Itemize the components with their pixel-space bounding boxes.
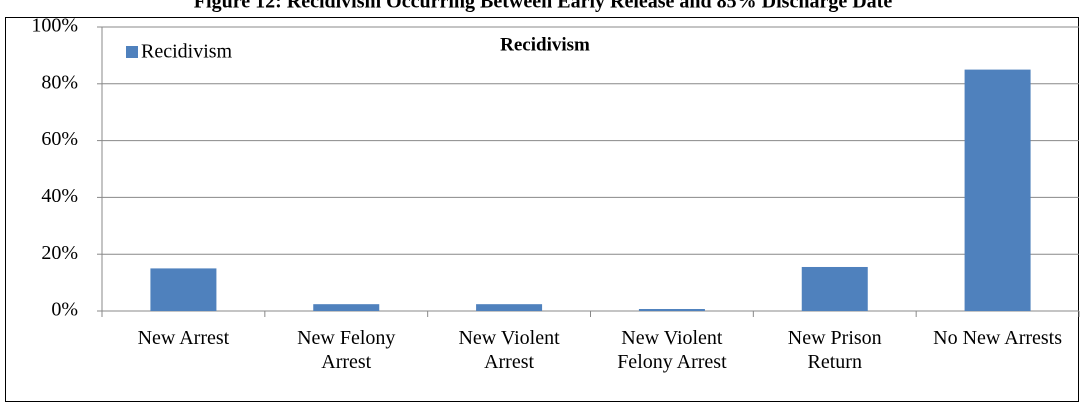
- figure-caption: Figure 12: Recidivism Occurring Between …: [194, 0, 893, 13]
- x-tick-label: New Violent Felony Arrest: [617, 327, 727, 373]
- x-tick-label: No New Arrests: [933, 327, 1063, 349]
- bar: [638, 309, 705, 311]
- legend-label: Recidivism: [141, 41, 233, 63]
- bar: [313, 304, 380, 311]
- y-tick-label: 80%: [41, 71, 78, 93]
- chart-title: Recidivism: [500, 34, 590, 55]
- x-tick-label: New Violent Arrest: [458, 327, 560, 373]
- bar: [964, 69, 1031, 311]
- y-tick-label: 60%: [41, 128, 78, 150]
- y-tick-label: 40%: [41, 185, 78, 207]
- y-tick-label: 0%: [51, 299, 78, 321]
- x-tick-label: New Prison Return: [787, 327, 882, 373]
- legend-swatch: [126, 46, 138, 58]
- bar: [476, 304, 543, 311]
- bar: [150, 268, 217, 311]
- x-tick-label: New Felony Arrest: [297, 327, 396, 373]
- y-tick-label: 100%: [31, 15, 78, 37]
- x-tick-label: New Arrest: [137, 327, 230, 349]
- chart-border: [5, 17, 1079, 402]
- bar: [801, 266, 868, 311]
- y-tick-label: 20%: [41, 242, 78, 264]
